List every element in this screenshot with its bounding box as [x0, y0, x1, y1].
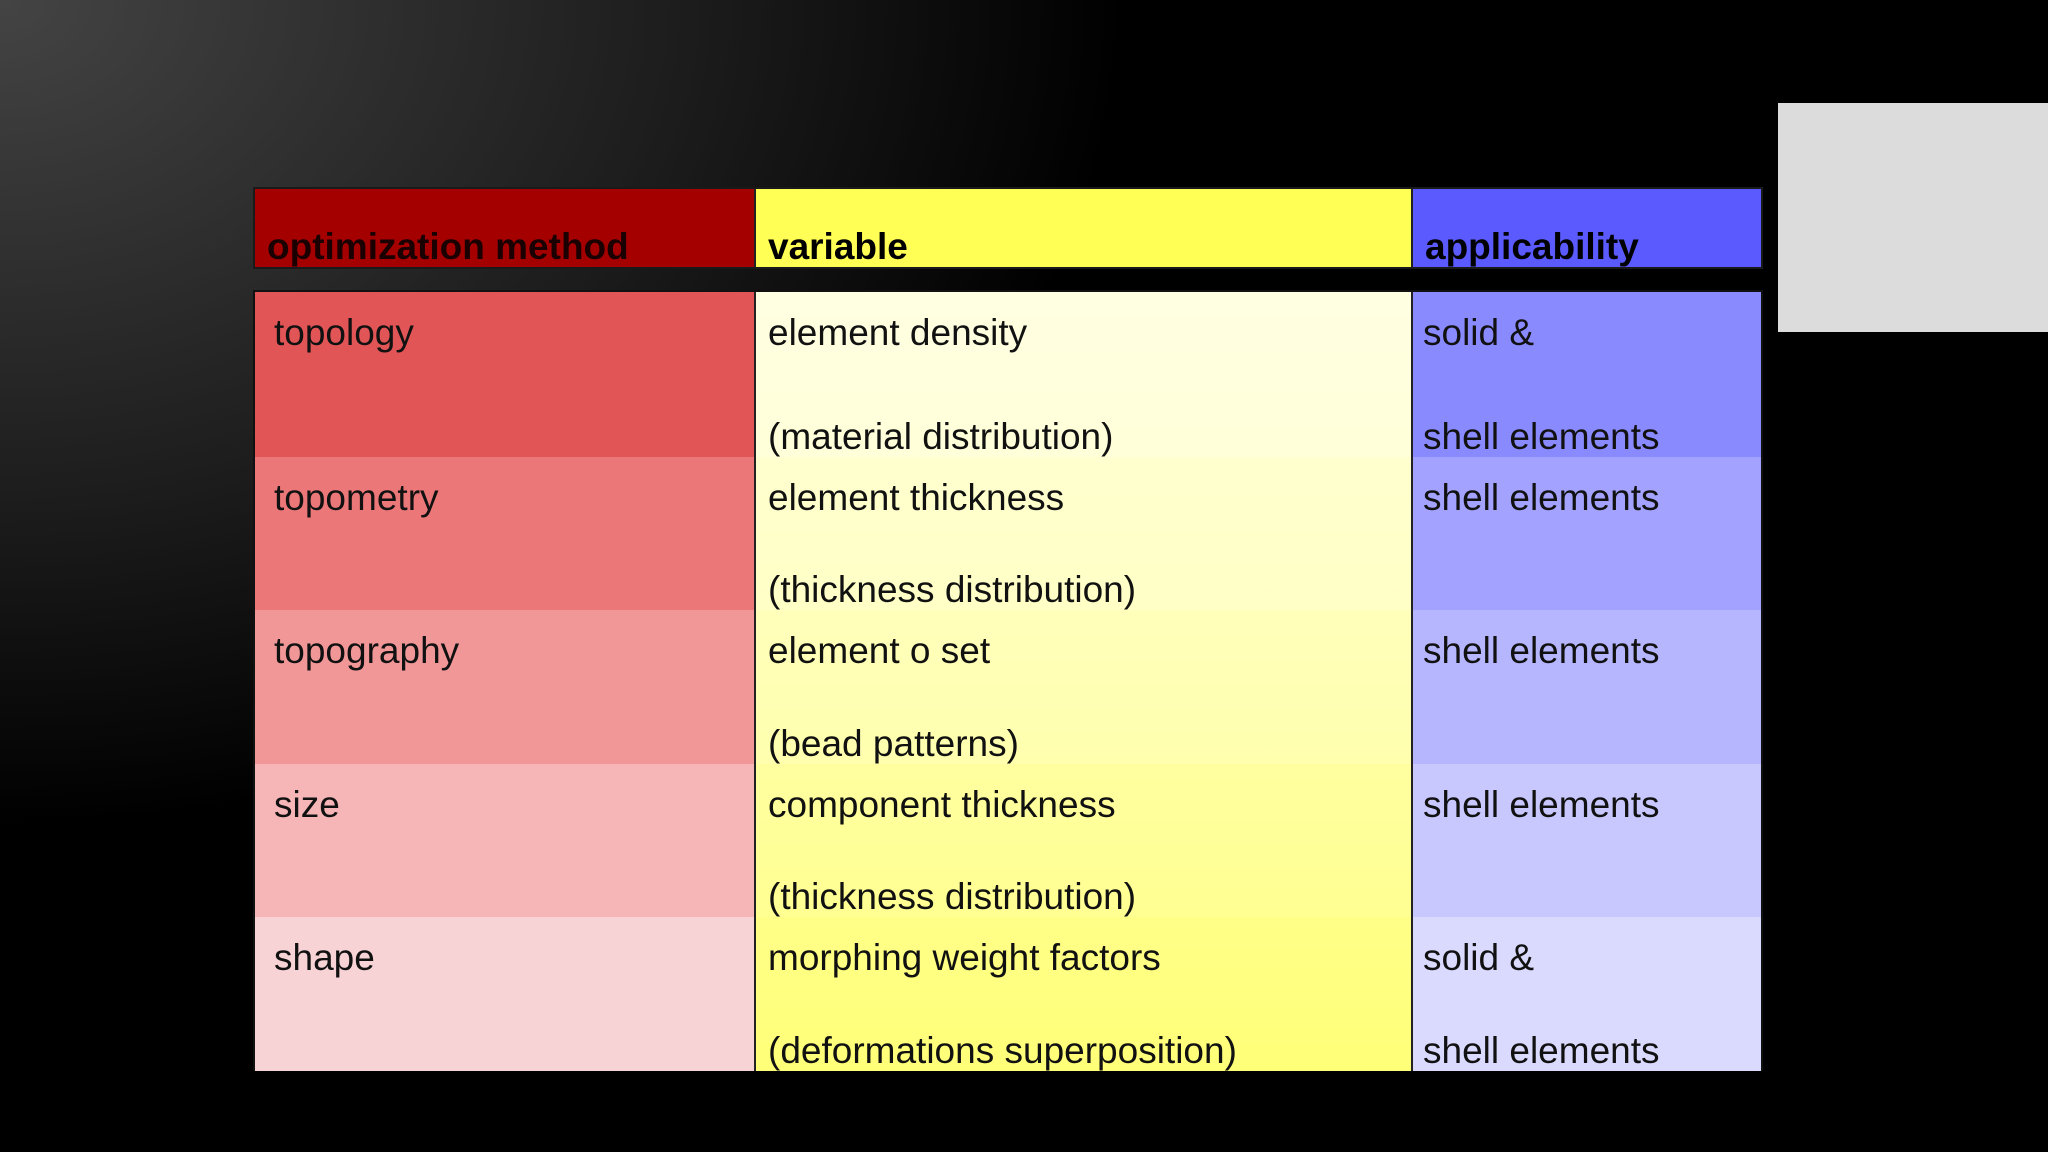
header-optimization-method: optimization method: [255, 189, 754, 267]
variable-label: element density: [768, 312, 1028, 353]
applicability-cell: shell elements: [1411, 610, 1761, 764]
applicability-cell: solid & shell elements: [1411, 917, 1761, 1072]
table-shadow: [253, 1071, 1763, 1089]
optimization-methods-table: topology element density (material distr…: [253, 290, 1763, 1072]
table-header-row: optimization method variable applicabili…: [253, 187, 1763, 269]
applicability-cell: shell elements: [1411, 763, 1761, 918]
variable-detail: (bead patterns): [768, 722, 1019, 764]
method-cell: topometry: [255, 456, 754, 611]
applicability-label: shell elements: [1423, 630, 1660, 672]
variable-label: morphing weight factors: [768, 937, 1161, 979]
method-cell: topology: [255, 292, 754, 457]
variable-detail: (material distribution): [768, 415, 1114, 457]
applicability-label: solid &: [1423, 312, 1535, 353]
variable-detail: (deformations superposition): [768, 1030, 1237, 1072]
image-placeholder: [1778, 103, 2048, 332]
method-cell: topography: [255, 610, 754, 764]
table-row: topometry element thickness (thickness d…: [255, 456, 1761, 611]
variable-detail: (thickness distribution): [768, 876, 1137, 918]
applicability-cell: solid & shell elements: [1411, 292, 1761, 457]
variable-cell: morphing weight factors (deformations su…: [754, 917, 1411, 1072]
header-variable: variable: [754, 189, 1411, 267]
variable-cell: element o set (bead patterns): [754, 610, 1411, 764]
applicability-detail: shell elements: [1423, 1030, 1660, 1072]
applicability-label: shell elements: [1423, 476, 1660, 518]
variable-cell: element thickness (thickness distributio…: [754, 456, 1411, 611]
method-cell: size: [255, 763, 754, 918]
applicability-cell: shell elements: [1411, 456, 1761, 611]
variable-cell: element density (material distribution): [754, 292, 1411, 457]
table-row: shape morphing weight factors (deformati…: [255, 917, 1761, 1072]
method-label: size: [274, 783, 340, 825]
variable-cell: component thickness (thickness distribut…: [754, 763, 1411, 918]
variable-label: component thickness: [768, 783, 1116, 825]
variable-label: element thickness: [768, 476, 1065, 518]
method-label: topology: [274, 312, 414, 353]
applicability-label: shell elements: [1423, 783, 1660, 825]
variable-detail: (thickness distribution): [768, 569, 1137, 611]
header-applicability: applicability: [1411, 189, 1761, 267]
table-row: size component thickness (thickness dist…: [255, 763, 1761, 918]
method-cell: shape: [255, 917, 754, 1072]
method-label: topography: [274, 630, 460, 672]
method-label: topometry: [274, 476, 439, 518]
table-row: topology element density (material distr…: [255, 292, 1761, 457]
applicability-detail: shell elements: [1423, 415, 1660, 457]
variable-label: element o set: [768, 630, 991, 672]
applicability-label: solid &: [1423, 937, 1535, 979]
method-label: shape: [274, 937, 375, 979]
table-row: topography element o set (bead patterns)…: [255, 610, 1761, 764]
